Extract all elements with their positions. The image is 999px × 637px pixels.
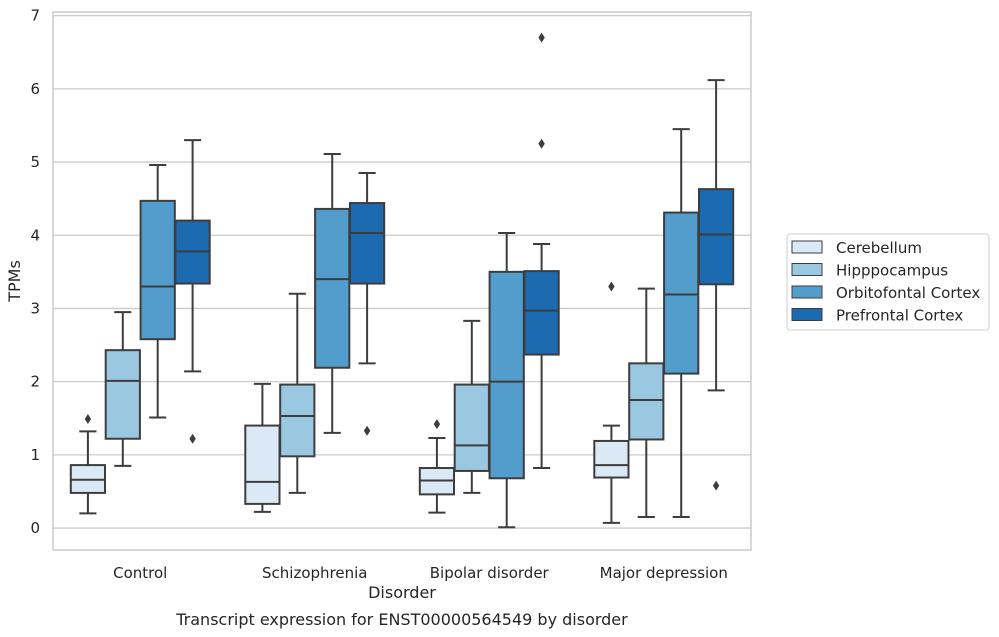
- x-tick-label-major-depression: Major depression: [600, 564, 728, 582]
- box-iqr: [523, 270, 560, 356]
- box-prefrontal-cortex-major-depression: [697, 79, 735, 491]
- legend-label: Hipppocampus: [836, 262, 948, 280]
- box-iqr: [488, 270, 525, 480]
- y-axis-ticks: 0 1 2 3 4 5 6 7: [30, 7, 40, 537]
- y-tick-label: 5: [30, 153, 40, 171]
- legend-label: Orbitofontal Cortex: [836, 284, 980, 302]
- plot-frame: [52, 11, 752, 551]
- box-cerebellum-control: [69, 413, 107, 515]
- box-orbitofontal-cortex-bipolar-disorder: [488, 232, 525, 529]
- x-tick-label-bipolar-disorder: Bipolar disorder: [430, 564, 550, 582]
- legend-item-orbitofontal-cortex: Orbitofontal Cortex: [791, 284, 980, 302]
- box-prefrontal-cortex-control: [174, 139, 211, 444]
- outlier-point: [433, 419, 441, 430]
- box-prefrontal-cortex-bipolar-disorder: [523, 32, 560, 470]
- box-cerebellum-schizophrenia: [244, 382, 281, 513]
- legend: Cerebellum Hipppocampus Orbitofontal Corte…: [786, 233, 990, 331]
- y-tick-label: 1: [30, 446, 40, 464]
- outlier-point: [538, 32, 545, 43]
- outlier-point: [608, 281, 615, 292]
- x-tick-label-schizophrenia: Schizophrenia: [262, 564, 367, 582]
- box-cerebellum-major-depression: [593, 281, 630, 524]
- box-cerebellum-bipolar-disorder: [418, 419, 456, 514]
- y-tick-label: 0: [30, 519, 40, 537]
- box-iqr: [348, 202, 386, 285]
- y-tick-label: 7: [30, 7, 40, 25]
- outlier-point: [363, 425, 371, 436]
- legend-item-cerebellum: Cerebellum: [791, 239, 922, 257]
- box-iqr: [593, 439, 630, 479]
- box-iqr: [104, 349, 141, 440]
- box-iqr: [314, 207, 351, 369]
- legend-swatch: [791, 263, 823, 276]
- box-hipppocampus-schizophrenia: [279, 292, 316, 494]
- legend-label: Cerebellum: [836, 239, 922, 257]
- legend-item-hipppocampus: Hipppocampus: [791, 262, 948, 280]
- box-iqr: [139, 199, 176, 341]
- legend-swatch: [791, 240, 823, 254]
- box-iqr: [663, 211, 700, 375]
- box-iqr: [628, 362, 665, 441]
- outlier-point: [712, 480, 720, 491]
- y-tick-label: 4: [30, 226, 40, 244]
- outlier-point: [84, 413, 92, 424]
- box-orbitofontal-cortex-schizophrenia: [314, 153, 351, 434]
- box-prefrontal-cortex-schizophrenia: [348, 172, 386, 436]
- x-axis-ticks: Control Schizophrenia Bipolar disorder Majo…: [113, 564, 728, 582]
- legend-label: Prefrontal Cortex: [836, 307, 963, 325]
- box-iqr: [244, 424, 281, 505]
- outlier-point: [538, 138, 545, 149]
- legend-item-prefrontal-cortex: Prefrontal Cortex: [791, 307, 963, 325]
- box-iqr: [453, 383, 490, 472]
- outlier-point: [189, 433, 196, 444]
- box-iqr: [697, 188, 735, 286]
- y-tick-label: 2: [30, 373, 40, 391]
- box-plot-series: [69, 32, 735, 529]
- box-hipppocampus-control: [104, 311, 141, 467]
- legend-swatch: [791, 308, 823, 321]
- box-orbitofontal-cortex-major-depression: [663, 128, 700, 519]
- box-hipppocampus-major-depression: [628, 287, 665, 519]
- box-hipppocampus-bipolar-disorder: [453, 319, 490, 494]
- legend-frame: [786, 233, 990, 331]
- box-orbitofontal-cortex-control: [139, 163, 176, 419]
- box-iqr: [279, 383, 316, 458]
- legend-swatch: [791, 285, 823, 299]
- x-axis-label: Disorder: [368, 583, 436, 602]
- y-tick-label: 3: [30, 299, 40, 317]
- chart-caption: Transcript expression for ENST0000056454…: [175, 610, 628, 629]
- x-tick-label-control: Control: [113, 564, 167, 582]
- y-axis-label: TPMs: [5, 260, 24, 303]
- y-tick-label: 6: [30, 80, 40, 98]
